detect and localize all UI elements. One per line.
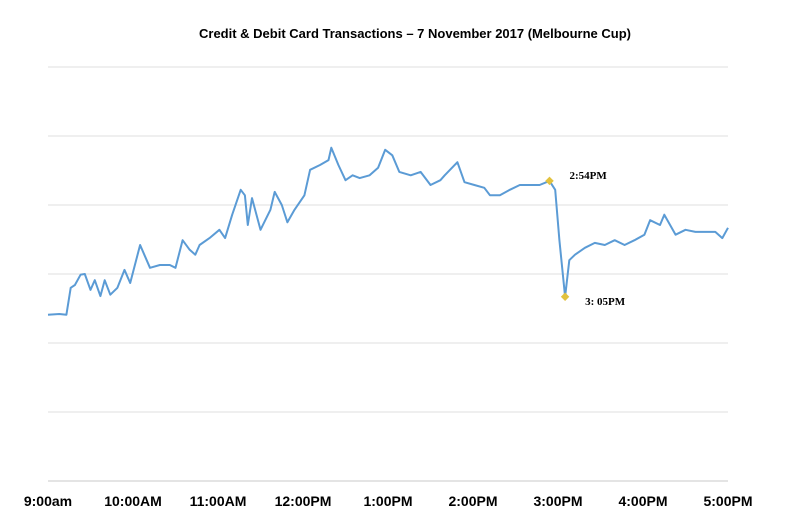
- x-tick-label: 2:00PM: [448, 493, 497, 509]
- x-tick-label: 5:00PM: [703, 493, 752, 509]
- x-tick-label: 1:00PM: [363, 493, 412, 509]
- annotations: 2:54PM 3: 05PM: [545, 170, 626, 308]
- annotation-label: 2:54PM: [570, 170, 608, 182]
- x-tick-label: 12:00PM: [275, 493, 332, 509]
- x-tick-label: 3:00PM: [533, 493, 582, 509]
- chart-title: Credit & Debit Card Transactions – 7 Nov…: [199, 26, 631, 41]
- annotation-label: 3: 05PM: [585, 296, 626, 308]
- x-tick-label: 11:00AM: [190, 493, 247, 509]
- x-axis-ticks: 9:00am 10:00AM 11:00AM 12:00PM 1:00PM 2:00PM 3…: [24, 493, 753, 509]
- gridlines: [48, 66, 728, 482]
- series-line: [47, 146, 729, 316]
- x-tick-label: 9:00am: [24, 493, 72, 509]
- x-tick-label: 4:00PM: [618, 493, 667, 509]
- annotation-marker: [560, 292, 570, 302]
- x-tick-label: 10:00AM: [104, 493, 162, 509]
